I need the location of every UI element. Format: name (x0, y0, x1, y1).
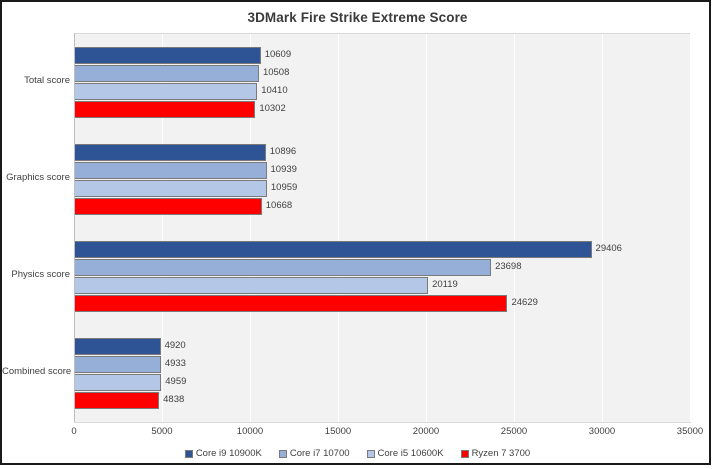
legend-label: Core i7 10700 (289, 448, 350, 459)
category-label: Total score (24, 74, 70, 86)
x-tick-label: 25000 (500, 426, 528, 437)
bar-row: 10959 (74, 179, 690, 197)
x-axis-line (74, 422, 691, 423)
bar-value-label: 29406 (595, 243, 622, 255)
legend-swatch-icon (278, 449, 287, 458)
bar[interactable] (74, 338, 161, 356)
bar-row: 10668 (74, 197, 690, 215)
legend-swatch-icon (366, 449, 375, 458)
bar[interactable] (74, 295, 508, 313)
bar-value-label: 24629 (511, 297, 538, 309)
bar-value-label: 20119 (432, 279, 458, 291)
bar-row: 10302 (74, 100, 690, 118)
gridline (426, 34, 427, 422)
bar[interactable] (74, 82, 258, 100)
x-tick-label: 35000 (676, 426, 704, 437)
x-tick-label: 15000 (324, 426, 352, 437)
bar-value-label: 10410 (261, 84, 288, 96)
bar-value-label: 4933 (164, 358, 186, 370)
bar[interactable] (74, 197, 262, 215)
gridline (690, 34, 691, 422)
bar-row: 23698 (74, 259, 690, 277)
bar-row: 4933 (74, 356, 690, 374)
gridline (338, 34, 339, 422)
bar-group: 10896 10939 10959 10668 (74, 143, 690, 216)
bar-row: 20119 (74, 277, 690, 295)
bar[interactable] (74, 46, 261, 64)
bar[interactable] (74, 64, 259, 82)
legend-swatch-icon (460, 449, 469, 458)
x-tick-label: 20000 (412, 426, 440, 437)
bar[interactable] (74, 179, 267, 197)
bar[interactable] (74, 356, 161, 374)
bar[interactable] (74, 259, 492, 277)
bar-value-label: 10609 (264, 48, 292, 60)
bar-row: 10896 (74, 143, 690, 161)
x-tick-label: 5000 (151, 426, 173, 437)
bar-row: 4959 (74, 374, 690, 392)
bar-row: 10939 (74, 161, 690, 179)
chart-legend: Core i9 10900K Core i7 10700 Core i5 10600… (2, 448, 713, 459)
legend-label: Core i5 10600K (377, 448, 444, 459)
legend-label: Ryzen 7 3700 (471, 448, 531, 459)
bar-value-label: 4920 (164, 340, 186, 352)
bar-value-label: 10302 (259, 102, 286, 114)
y-axis-category-labels: Total score Graphics score Physics score Co… (2, 33, 72, 422)
bar-group: 10609 10508 10410 10302 (74, 46, 690, 119)
bar-row: 24629 (74, 295, 690, 313)
bar[interactable] (74, 161, 267, 179)
bar-row: 10609 (74, 46, 690, 64)
bar-value-label: 10508 (262, 66, 290, 78)
bar-value-label: 4838 (163, 394, 185, 406)
category-label: Graphics score (6, 171, 70, 183)
bar-value-label: 10668 (265, 199, 293, 211)
x-tick-label: 10000 (236, 426, 264, 437)
x-tick-label: 30000 (588, 426, 616, 437)
bar-value-label: 4959 (165, 376, 187, 388)
bar[interactable] (74, 143, 266, 161)
legend-label: Core i9 10900K (195, 448, 262, 459)
bar-group: 29406 23698 20119 24629 (74, 241, 690, 313)
bar-group: 4920 4933 4959 4838 (74, 338, 690, 410)
y-axis-line (74, 33, 75, 422)
legend-item[interactable]: Core i7 10700 (278, 448, 350, 459)
x-axis-tick-labels: 0 5000 10000 15000 20000 25000 30000 35000 (2, 426, 713, 442)
bar[interactable] (74, 100, 256, 118)
bar[interactable] (74, 392, 160, 410)
bar-row: 4838 (74, 392, 690, 410)
legend-swatch-icon (184, 449, 193, 458)
bar-row: 29406 (74, 241, 690, 259)
gridline (514, 34, 515, 422)
legend-item[interactable]: Core i9 10900K (184, 448, 262, 459)
gridline (602, 34, 603, 422)
legend-item[interactable]: Ryzen 7 3700 (460, 448, 531, 459)
chart-title: 3DMark Fire Strike Extreme Score (247, 10, 468, 25)
plot-area: 10609 10508 10410 10302 10896 10939 10959 10668… (74, 33, 691, 422)
bar[interactable] (74, 241, 592, 259)
gridline (162, 34, 163, 422)
bar-row: 10410 (74, 82, 690, 100)
bar-row: 10508 (74, 64, 690, 82)
bar-value-label: 23698 (495, 261, 522, 273)
bar-row: 4920 (74, 338, 690, 356)
x-tick-label: 0 (71, 426, 77, 437)
category-label: Combined score (2, 366, 72, 378)
category-label: Physics score (11, 269, 70, 281)
bar-value-label: 10939 (270, 163, 297, 175)
bar-value-label: 10896 (269, 145, 297, 157)
bar-value-label: 10959 (270, 181, 298, 193)
bar[interactable] (74, 277, 429, 295)
legend-item[interactable]: Core i5 10600K (366, 448, 444, 459)
gridline (250, 34, 251, 422)
bar[interactable] (74, 374, 162, 392)
